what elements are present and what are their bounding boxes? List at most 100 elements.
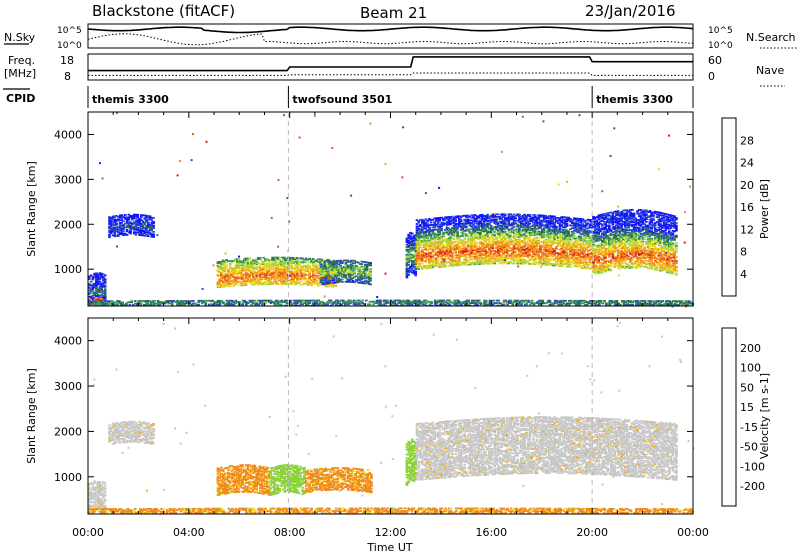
- data-cell: [125, 229, 129, 231]
- data-cell: [426, 253, 429, 256]
- data-cell: [230, 261, 234, 264]
- data-cell: [223, 284, 227, 287]
- data-cell: [274, 271, 278, 274]
- data-cell: [496, 246, 500, 248]
- data-cell: [412, 263, 416, 266]
- data-cell: [258, 278, 262, 281]
- data-cell: [241, 270, 244, 273]
- data-cell: [296, 274, 299, 277]
- data-cell: [325, 280, 328, 282]
- data-cell: [429, 245, 433, 248]
- data-cell: [421, 262, 424, 265]
- data-cell: [491, 219, 495, 222]
- data-cell: [132, 221, 136, 224]
- data-cell: [505, 239, 509, 242]
- data-cell: [264, 266, 267, 269]
- data-cell: [473, 262, 477, 264]
- data-cell: [440, 242, 443, 244]
- data-cell: [484, 218, 488, 221]
- data-cell: [334, 270, 337, 272]
- data-cell: [473, 253, 477, 255]
- data-cell: [507, 219, 511, 222]
- data-cell: [475, 229, 479, 231]
- data-cell: [447, 253, 451, 256]
- data-cell: [244, 269, 248, 271]
- data-cell: [109, 223, 113, 226]
- data-cell: [255, 263, 258, 266]
- data-cell: [367, 276, 371, 279]
- data-cell: [264, 268, 267, 270]
- data-cell: [88, 289, 91, 292]
- data-cell: [319, 271, 323, 273]
- data-cell: [410, 249, 414, 251]
- data-cell: [326, 285, 329, 288]
- data-cell: [496, 239, 500, 242]
- data-cell: [482, 236, 486, 239]
- data-cell: [258, 269, 262, 272]
- data-cell: [422, 245, 426, 247]
- data-cell: [481, 225, 484, 227]
- data-cell: [108, 218, 111, 221]
- data-cell: [246, 274, 250, 276]
- data-cell: [294, 267, 297, 269]
- data-cell: [264, 265, 267, 268]
- data-cell: [472, 223, 475, 225]
- data-cell: [355, 275, 358, 277]
- data-cell: [479, 232, 482, 235]
- data-cell: [237, 263, 241, 265]
- data-cell: [452, 263, 456, 266]
- data-cell: [317, 258, 320, 261]
- data-cell: [503, 241, 507, 243]
- data-cell: [318, 268, 322, 271]
- data-cell: [482, 223, 486, 226]
- data-cell: [132, 228, 136, 231]
- data-cell: [332, 262, 335, 265]
- data-cell: [463, 246, 466, 249]
- data-cell: [479, 236, 482, 239]
- data-cell: [131, 226, 134, 229]
- data-cell: [285, 274, 288, 277]
- data-cell: [498, 244, 502, 247]
- data-cell: [424, 246, 428, 248]
- data-cell: [317, 274, 320, 277]
- data-cell: [221, 259, 225, 262]
- data-cell: [129, 227, 132, 230]
- data-cell: [241, 274, 244, 277]
- data-cell: [138, 226, 141, 229]
- data-cell: [428, 260, 431, 263]
- data-cell: [100, 284, 103, 286]
- data-cell: [447, 256, 451, 259]
- data-cell: [431, 256, 435, 259]
- data-cell: [267, 276, 271, 279]
- data-cell: [257, 279, 260, 282]
- data-cell: [489, 258, 493, 261]
- data-cell: [95, 274, 98, 277]
- data-cell: [246, 276, 250, 279]
- data-cell: [228, 267, 232, 270]
- data-cell: [443, 216, 447, 219]
- data-cell: [232, 271, 235, 273]
- data-cell: [330, 271, 334, 274]
- data-cell: [313, 278, 317, 281]
- data-cell: [283, 276, 287, 279]
- data-cell: [147, 218, 150, 221]
- data-cell: [283, 283, 287, 285]
- data-cell: [306, 282, 310, 285]
- data-cell: [465, 234, 468, 237]
- data-cell: [276, 270, 280, 273]
- data-cell: [290, 264, 294, 267]
- data-cell: [479, 252, 482, 255]
- data-cell: [458, 258, 461, 260]
- data-cell: [435, 258, 438, 261]
- data-cell: [216, 267, 220, 270]
- data-cell: [327, 282, 330, 285]
- data-cell: [325, 282, 328, 285]
- data-cell: [449, 219, 452, 222]
- data-cell: [148, 224, 152, 226]
- data-cell: [139, 216, 143, 219]
- data-cell: [296, 271, 299, 273]
- data-cell: [421, 254, 424, 256]
- data-cell: [89, 300, 93, 303]
- data-cell: [479, 220, 482, 223]
- data-cell: [294, 258, 297, 261]
